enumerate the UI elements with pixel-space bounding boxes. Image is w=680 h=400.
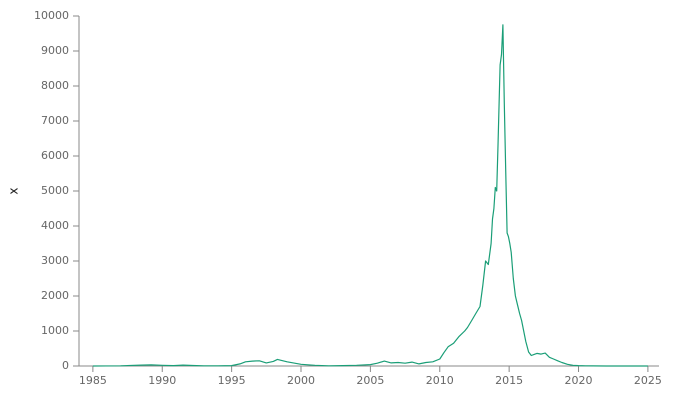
y-tick-label: 3000 — [41, 254, 69, 267]
y-tick-label: 10000 — [34, 9, 69, 22]
series-layer — [92, 24, 648, 367]
series-line — [92, 24, 648, 367]
y-tick-label: 8000 — [41, 79, 69, 92]
y-tick-label: 4000 — [41, 219, 69, 232]
x-tick-label: 2010 — [426, 374, 454, 387]
x-tick-label: 1990 — [148, 374, 176, 387]
y-axis: 0 1000 2000 3000 4000 5000 6000 7000 8000 9000 100… — [34, 9, 80, 372]
y-axis-title: x — [7, 187, 21, 194]
x-tick-label: 1995 — [218, 374, 246, 387]
y-tick-label: 0 — [62, 359, 69, 372]
x-tick-label: 2000 — [287, 374, 315, 387]
y-tick-label: 6000 — [41, 149, 69, 162]
x-axis: 1985 1990 1995 2000 2005 2010 2015 2020 2025 — [79, 365, 662, 387]
y-tick-label: 9000 — [41, 44, 69, 57]
y-tick-label: 5000 — [41, 184, 69, 197]
y-tick-label: 7000 — [41, 114, 69, 127]
x-tick-label: 2025 — [634, 374, 662, 387]
x-tick-label: 1985 — [79, 374, 107, 387]
x-tick-label: 2005 — [356, 374, 384, 387]
y-tick-label: 2000 — [41, 289, 69, 302]
y-tick-label: 1000 — [41, 324, 69, 337]
x-tick-label: 2015 — [495, 374, 523, 387]
x-tick-label: 2020 — [565, 374, 593, 387]
